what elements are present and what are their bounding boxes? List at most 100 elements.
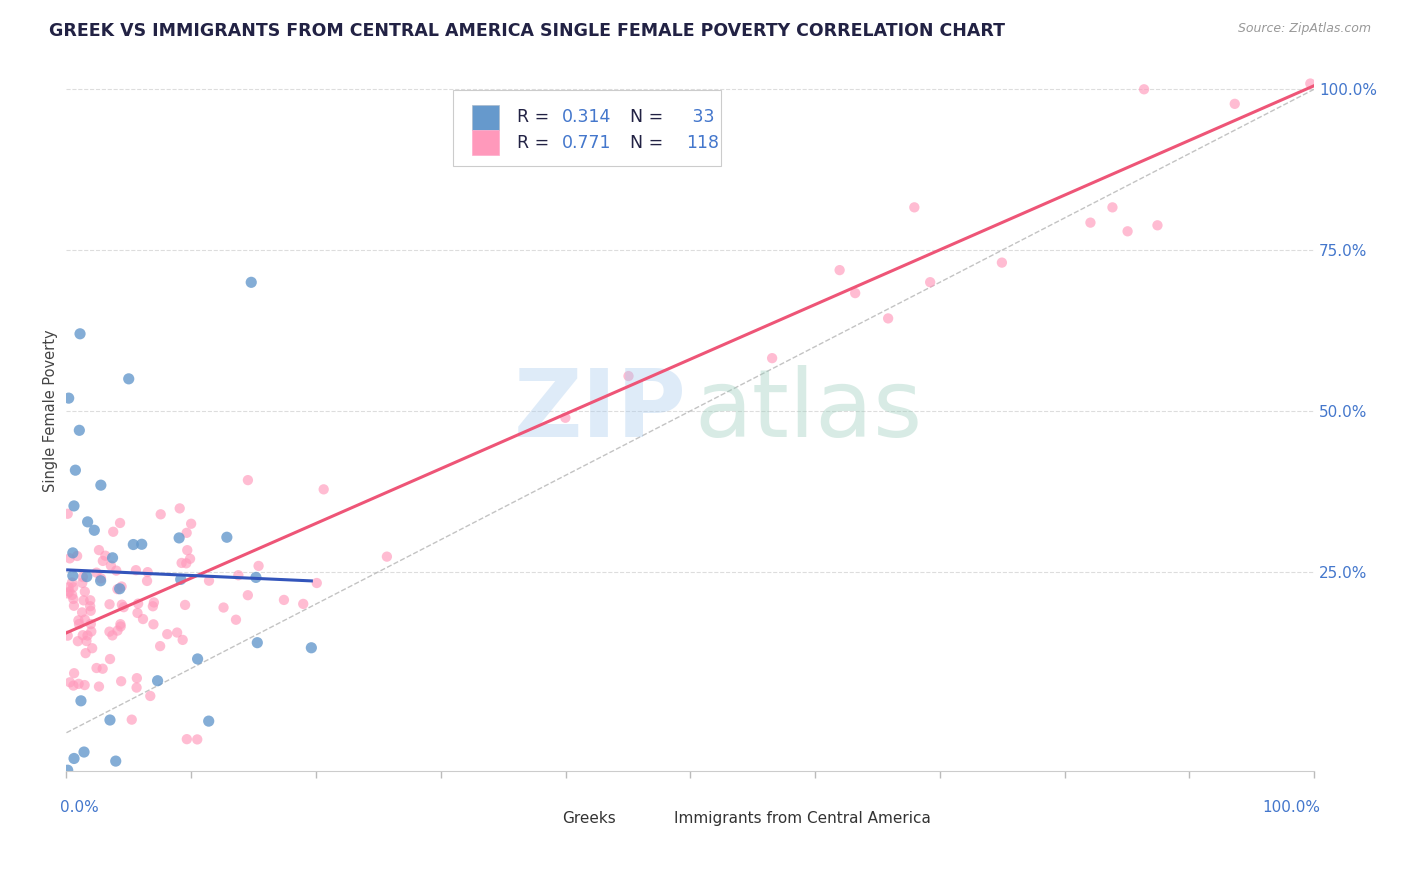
Point [80,604,103,618]
Point [292,597,315,611]
Point [170,556,193,570]
Point [877,311,900,326]
Point [86,661,108,675]
Point [146,673,169,688]
Point [104,754,127,768]
Point [236,473,259,487]
Point [101,628,124,642]
FancyBboxPatch shape [472,104,499,130]
Point [73,584,96,599]
Point [1101,200,1123,214]
Point [174,598,197,612]
Point [62,679,84,693]
Point [107,582,129,597]
Point [172,632,194,647]
Point [174,557,197,571]
Point [56,763,79,777]
Point [236,588,259,602]
Point [197,714,219,728]
Point [186,732,208,747]
Point [70,576,93,591]
Point [142,595,165,609]
Point [245,570,267,584]
Point [67,617,90,632]
FancyBboxPatch shape [634,807,659,829]
Point [91,554,114,568]
Point [69,326,91,341]
Text: 33: 33 [686,108,714,127]
Point [110,617,132,632]
Point [66,634,89,648]
Point [149,639,172,653]
Point [105,564,128,578]
Point [299,640,322,655]
Point [111,598,134,612]
Y-axis label: Single Female Poverty: Single Female Poverty [44,330,58,492]
Point [1116,224,1139,238]
Point [91,662,114,676]
Point [90,478,112,492]
Point [59,551,82,566]
Text: Immigrants from Central America: Immigrants from Central America [673,811,931,826]
Point [617,369,640,384]
Point [76,628,98,642]
Point [67,677,90,691]
Point [72,570,94,584]
Point [131,537,153,551]
Point [63,666,86,681]
Point [103,524,125,539]
Point [63,599,86,613]
Point [75,634,97,648]
Point [198,574,221,588]
Text: 100.0%: 100.0% [1263,800,1320,815]
Point [76,515,98,529]
Text: 0.771: 0.771 [562,134,612,152]
Point [72,593,94,607]
Point [1080,216,1102,230]
Point [1299,77,1322,91]
Point [62,546,84,560]
Point [920,275,942,289]
Point [110,619,132,633]
Point [903,200,925,214]
Text: atlas: atlas [695,365,922,457]
Point [225,613,247,627]
Point [80,617,103,632]
Text: 0.0%: 0.0% [60,800,98,815]
Point [79,593,101,607]
Point [142,617,165,632]
Point [991,255,1014,269]
Point [58,391,80,405]
Point [65,463,87,477]
Point [107,624,129,638]
Point [87,680,110,694]
Point [215,530,238,544]
Point [98,713,121,727]
Point [1223,96,1246,111]
FancyBboxPatch shape [522,807,547,829]
Point [94,549,117,563]
Text: Greeks: Greeks [562,811,616,826]
Point [83,523,105,537]
Point [1133,82,1156,96]
Point [167,531,190,545]
Point [75,646,97,660]
Point [149,508,172,522]
Point [58,584,80,599]
Point [273,593,295,607]
Point [72,628,94,642]
Point [66,549,89,563]
Text: ZIP: ZIP [513,365,686,457]
Point [156,627,179,641]
Point [56,507,79,521]
Point [56,629,79,643]
Point [110,580,132,594]
Point [90,574,112,588]
Point [121,713,143,727]
Point [62,568,84,582]
Point [246,635,269,649]
Point [176,525,198,540]
Point [136,565,159,579]
Point [240,276,263,290]
Point [67,613,90,627]
